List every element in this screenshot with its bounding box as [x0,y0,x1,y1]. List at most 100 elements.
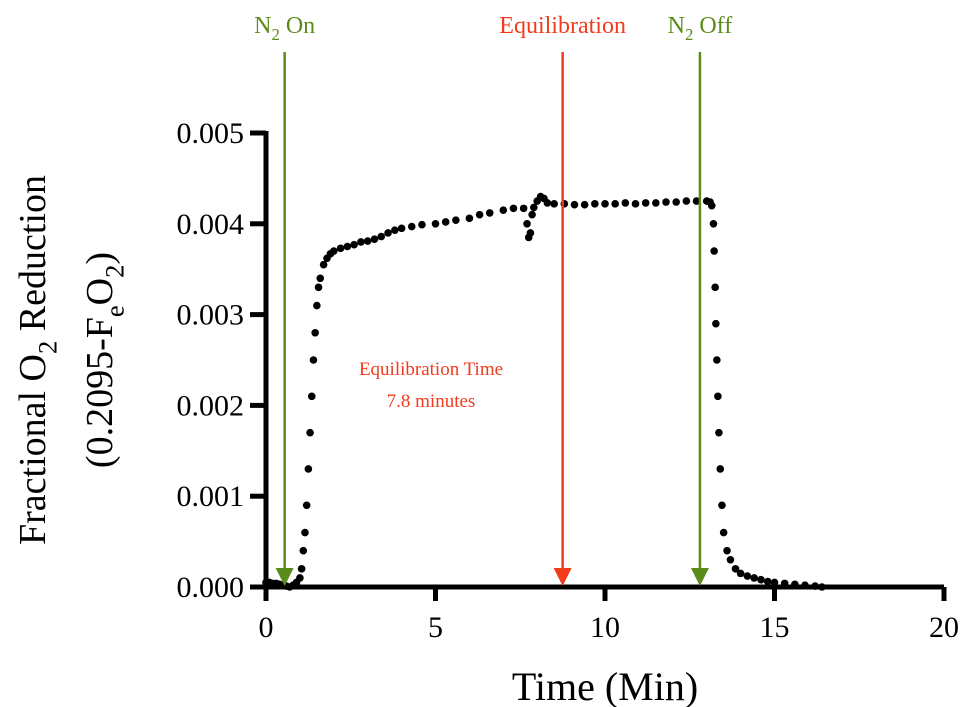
data-point [519,204,528,213]
data-point [736,569,745,578]
subscript: e [99,305,129,317]
data-point [391,226,399,234]
subscript: 2 [32,341,62,354]
text-part: On [280,13,315,39]
text-part: N [668,13,685,39]
annotation-label: N2 On [254,13,315,44]
data-point [384,229,392,237]
data-point [709,220,718,228]
data-point [336,244,345,253]
y-axis-label: (0.2095-FeO2) [79,252,129,468]
data-point [330,247,338,255]
text-part: Reduction [12,175,54,341]
data-point [652,199,660,207]
text-part: O [79,278,121,305]
x-axis-label: Time (Min) [512,664,698,707]
data-point [707,201,716,210]
data-point [719,528,728,537]
data-point [377,232,386,241]
subscript: 2 [99,265,129,278]
data-point [526,229,535,237]
data-point [302,501,311,510]
y-tick-label: 0.000 [177,571,245,604]
data-point [316,274,325,283]
subscript: 2 [271,25,279,44]
data-point [770,578,779,587]
x-tick-label: 15 [760,611,790,644]
text-part: (0.2095-F [79,317,121,468]
data-point [743,572,752,580]
data-point [343,242,352,251]
data-point [543,199,552,207]
data-point [357,238,365,246]
data-point [715,428,723,437]
data-point [301,528,309,537]
data-point [475,210,484,219]
data-point [631,200,640,208]
data-point [418,220,426,229]
text-part: Off [693,13,732,39]
subscript: 2 [685,25,693,44]
y-tick-label: 0.004 [177,208,245,241]
annotation-label: Equilibration [499,13,626,39]
data-point [731,565,740,573]
arrow-head [275,568,294,586]
data-point [528,210,536,219]
y-tick-label: 0.001 [177,480,245,513]
data-point [350,240,358,249]
arrow-head [553,568,572,586]
data-point [710,247,718,255]
y-tick-label: 0.003 [177,299,245,332]
data-point [682,197,691,205]
data-point [306,428,314,437]
x-tick-label: 0 [259,611,274,644]
data-point [818,583,826,591]
data-point [319,260,328,269]
data-point [714,392,722,401]
data-point [723,546,731,555]
data-point [726,555,735,564]
text-part: Equilibration [499,13,626,39]
data-point [499,206,508,214]
data-point [611,200,619,208]
data-point [713,356,721,364]
data-point [465,214,474,223]
data-point [716,465,725,473]
arrow-head [690,568,709,586]
data-point [570,200,579,209]
data-point [452,216,460,224]
data-point [485,209,494,217]
data-point [811,582,819,590]
y-tick-label: 0.005 [177,117,245,150]
x-tick-label: 5 [428,611,443,644]
data-point [397,224,406,233]
data-point [313,301,321,310]
data-point [297,565,306,573]
data-point [750,574,758,582]
data-point [299,546,308,555]
data-point [311,328,319,337]
data-point [780,579,789,588]
data-point [550,200,558,208]
data-point [431,220,440,228]
y-tick-label: 0.002 [177,389,245,422]
data-point [662,198,670,206]
data-point [370,235,379,244]
data-point [314,283,323,292]
data-point [523,220,531,228]
data-point [407,222,416,231]
data-point [711,283,719,292]
data-point [757,575,765,584]
text-part: ) [79,252,121,265]
data-point [601,200,609,208]
data-point [791,580,799,589]
data-point [307,392,316,401]
data-point [296,574,304,582]
data-point [309,356,318,364]
data-point [712,319,720,328]
text-part: Fractional O [12,354,54,545]
data-point [530,203,538,212]
data-point [509,204,518,213]
